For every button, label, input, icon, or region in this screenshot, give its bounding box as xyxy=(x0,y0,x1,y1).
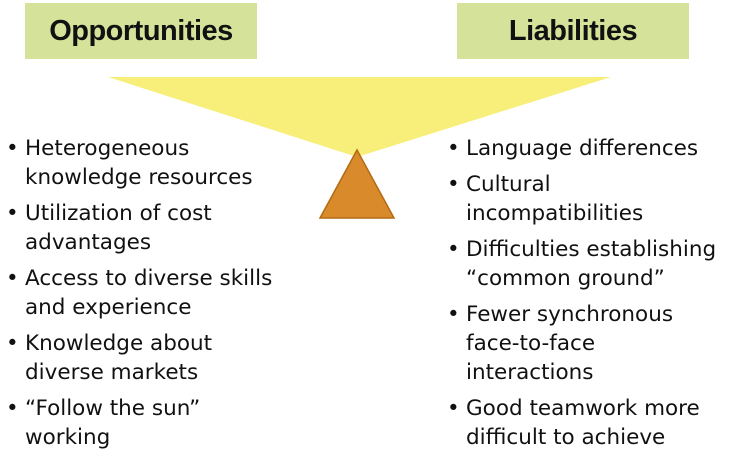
list-item: • Difficulties establishing “common grou… xyxy=(447,235,730,293)
list-item: • Good teamwork more difficult to achiev… xyxy=(447,394,730,452)
bullet-icon: • xyxy=(6,266,19,291)
liability-text: Language differences xyxy=(466,136,699,161)
opportunity-text: Access to diverse skills and experience xyxy=(25,266,273,320)
list-item: • Access to diverse skills and experienc… xyxy=(6,264,306,322)
bullet-icon: • xyxy=(6,331,19,356)
opportunity-text: Heterogeneous knowledge resources xyxy=(25,136,253,190)
list-item: • Cultural incompatibilities xyxy=(447,170,730,228)
liabilities-header-label: Liabilities xyxy=(508,14,638,47)
liabilities-list: • Language differences • Cultural incomp… xyxy=(447,134,730,459)
opportunity-text: Utilization of cost advantages xyxy=(25,201,212,255)
opportunity-text: Knowledge about diverse markets xyxy=(25,331,213,385)
liability-text: Good teamwork more difficult to achieve xyxy=(466,396,700,450)
bullet-icon: • xyxy=(447,136,460,161)
bullet-icon: • xyxy=(447,302,460,327)
list-item: • Language differences xyxy=(447,134,730,163)
list-item: • Utilization of cost advantages xyxy=(6,199,306,257)
bullet-icon: • xyxy=(447,172,460,197)
list-item: • “Follow the sun” working xyxy=(6,394,306,452)
liability-text: Difficulties establishing “common ground… xyxy=(466,237,717,291)
bullet-icon: • xyxy=(6,396,19,421)
balance-beam xyxy=(108,77,611,157)
list-item: • Knowledge about diverse markets xyxy=(6,329,306,387)
liability-text: Cultural incompatibilities xyxy=(466,172,644,226)
bullet-icon: • xyxy=(447,396,460,421)
list-item: • Heterogeneous knowledge resources xyxy=(6,134,306,192)
liabilities-header: Liabilities xyxy=(457,3,689,59)
opportunities-list: • Heterogeneous knowledge resources • Ut… xyxy=(6,134,306,459)
opportunity-text: “Follow the sun” working xyxy=(25,396,201,450)
opportunities-header-label: Opportunities xyxy=(49,14,233,47)
liability-text: Fewer synchronous face-to-face interacti… xyxy=(466,302,674,385)
balance-fulcrum xyxy=(318,148,396,219)
bullet-icon: • xyxy=(447,237,460,262)
opportunities-header: Opportunities xyxy=(25,3,257,59)
bullet-icon: • xyxy=(6,136,19,161)
list-item: • Fewer synchronous face-to-face interac… xyxy=(447,300,730,387)
bullet-icon: • xyxy=(6,201,19,226)
